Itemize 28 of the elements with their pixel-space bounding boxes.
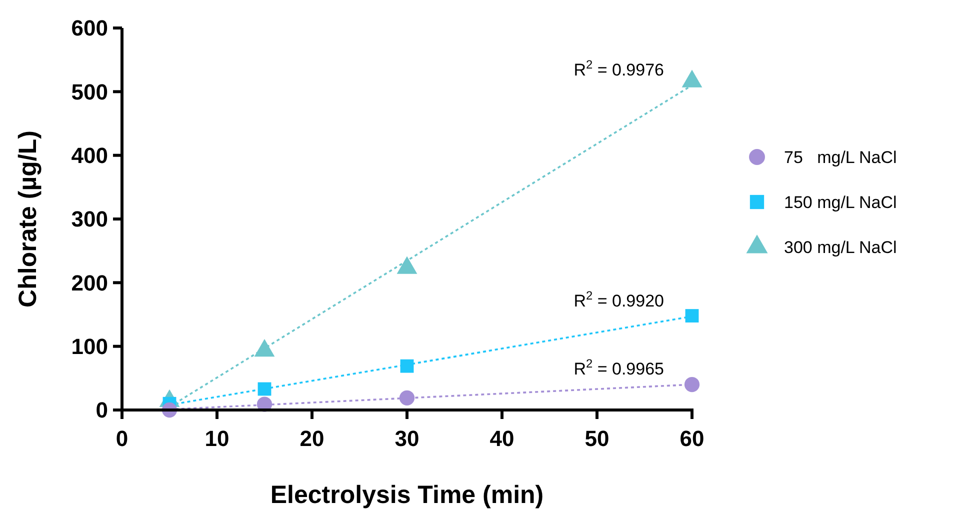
x-axis-title: Electrolysis Time (min) [270, 481, 544, 509]
y-tick-label: 100 [71, 334, 108, 360]
point [258, 382, 272, 396]
x-tick-label: 10 [204, 426, 230, 451]
annotation: R$^{2}$ = 0.9965 [574, 356, 664, 378]
y-tick-label: 500 [71, 79, 108, 104]
annotation: R$^{2}$ = 0.9920 [574, 288, 664, 310]
point [684, 376, 700, 392]
y-tick-label: 200 [71, 270, 108, 296]
point [685, 309, 699, 322]
x-tick-label: 30 [394, 426, 420, 451]
x-tick-label: 50 [584, 426, 610, 451]
y-axis-title: Chlorate (µg/L) [14, 130, 42, 308]
x-tick-label: 20 [300, 426, 324, 451]
x-tick-label: 0 [116, 426, 128, 451]
annotation: R$^{2}$ = 0.9976 [574, 57, 664, 80]
point [400, 359, 414, 373]
x-tick-label: 60 [680, 426, 704, 451]
y-tick-label: 0 [96, 398, 108, 423]
point [682, 70, 702, 88]
y-tick-label: 600 [71, 16, 108, 41]
legend-label: 300 mg/L NaCl [784, 238, 897, 257]
y-tick-label: 400 [71, 143, 108, 168]
legend-label: 150 mg/L NaCl [784, 192, 897, 212]
legend-label: 75 mg/L NaCl [784, 148, 897, 167]
point [399, 390, 415, 406]
y-tick-label: 300 [71, 206, 108, 232]
x-tick-label: 40 [490, 426, 514, 451]
